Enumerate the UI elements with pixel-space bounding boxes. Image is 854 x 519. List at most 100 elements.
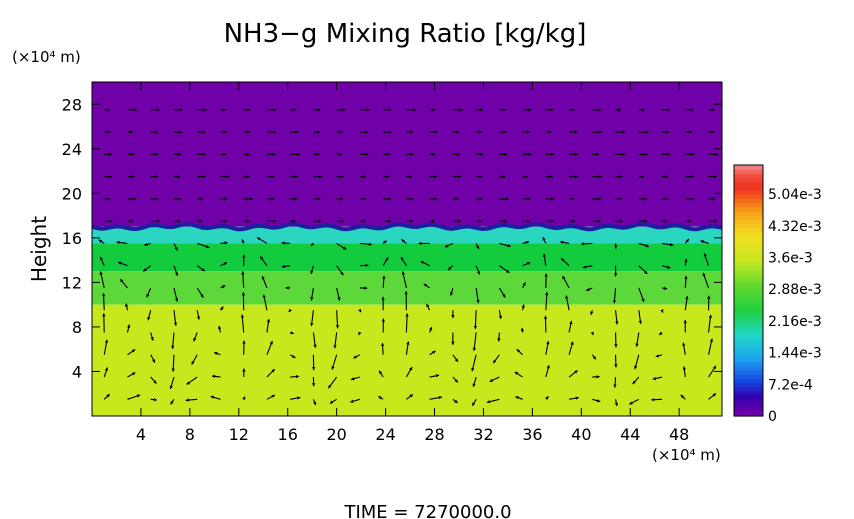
wind-vector-head (350, 399, 354, 403)
y-tick-label: 12 (62, 273, 82, 292)
wind-vector-head (435, 374, 440, 378)
wind-vector-head (418, 241, 422, 246)
wind-vector-head (205, 244, 210, 249)
wind-vector-head (663, 286, 668, 290)
wind-vector-head (660, 309, 664, 313)
wind-vector-head (586, 287, 590, 291)
wind-vector-head (186, 381, 191, 385)
wind-vector-head (542, 237, 546, 241)
wind-vector-head (456, 152, 460, 157)
wind-vector-head (171, 345, 175, 349)
colorbar-step (734, 403, 763, 409)
wind-vector-head (117, 261, 122, 265)
wind-vector-head (545, 396, 549, 400)
x-tick-label: 16 (278, 425, 298, 444)
wind-vector-head (290, 331, 294, 335)
wind-vector-head (257, 237, 261, 241)
wind-vector-head (454, 358, 458, 362)
wind-vector-head (590, 311, 594, 315)
wind-vector-head (317, 108, 321, 112)
wind-vector-head (503, 130, 507, 134)
wind-vector-head (293, 108, 297, 112)
wind-vector-head (203, 108, 207, 112)
wind-vector-head (570, 341, 574, 345)
colorbar-tick-label: 2.88e-3 (768, 282, 822, 298)
x-tick-label: 12 (229, 425, 249, 444)
wind-vector-head (174, 298, 179, 302)
wind-vector-head (434, 130, 438, 134)
wind-vector-head (438, 395, 443, 400)
wind-vector-head (226, 174, 230, 179)
colorbar-step (734, 286, 763, 292)
wind-vector-head (574, 130, 578, 134)
wind-vector (473, 332, 477, 352)
wind-vector-head (590, 331, 594, 336)
wind-vector-head (196, 316, 201, 320)
wind-vector-head (342, 246, 347, 250)
wind-vector-head (622, 130, 626, 134)
wind-vector-head (502, 294, 506, 298)
wind-vector-head (515, 396, 519, 400)
wind-vector-head (526, 262, 531, 266)
wind-vector-head (447, 266, 452, 271)
colorbar-step (734, 257, 763, 262)
wind-vector-head (387, 219, 392, 223)
wind-vector-head (713, 174, 717, 179)
wind-vector-head (401, 271, 406, 275)
cloud-top-boundary (91, 221, 723, 232)
y-tick-label: 4 (72, 362, 82, 381)
wind-vector-head (459, 108, 463, 112)
colorbar-step (734, 307, 763, 313)
wind-vector-head (429, 327, 433, 331)
colorbar-step (734, 240, 763, 246)
wind-vector-head (401, 239, 405, 243)
wind-vector-head (551, 152, 555, 157)
colorbar-step (734, 303, 763, 308)
colorbar-step (734, 169, 763, 174)
wind-vector-head (191, 361, 195, 365)
wind-vector-head (643, 270, 648, 274)
wind-vector-head (684, 275, 688, 280)
wind-vector-head (241, 239, 245, 243)
layer-cloud-top (92, 226, 722, 244)
wind-vector-head (458, 174, 462, 179)
wind-vector-head (712, 365, 716, 370)
wind-vector-head (497, 338, 501, 342)
wind-vector-head (311, 242, 315, 246)
layer-mixed (92, 271, 722, 305)
colorbar-step (734, 244, 763, 250)
wind-vector-head (405, 313, 409, 317)
wind-vector-head (476, 271, 481, 275)
x-tick-label: 28 (424, 425, 444, 444)
wind-vector-head (683, 320, 687, 324)
wind-vector-head (108, 152, 112, 157)
wind-vector-head (712, 393, 717, 397)
wind-vector-head (617, 108, 621, 112)
plot-frame (91, 81, 723, 417)
wind-vector-head (502, 174, 506, 179)
colorbar-step (734, 231, 763, 237)
wind-vector-head (310, 270, 314, 275)
wind-vector-head (178, 152, 182, 157)
wind-vector-head (273, 219, 277, 223)
wind-vector-head (144, 242, 148, 247)
colorbar-step (734, 374, 763, 379)
wind-vector-head (574, 370, 578, 374)
wind-vector-head (220, 306, 224, 311)
wind-vector-head (528, 152, 532, 157)
colorbar-step (734, 223, 763, 229)
wind-vector-head (316, 152, 320, 157)
wind-vector-head (410, 130, 414, 134)
wind-vector-head (109, 219, 113, 223)
wind-vector-head (340, 271, 344, 276)
wind-vector-head (318, 219, 322, 223)
wind-vector-head (629, 401, 633, 405)
wind-vector-head (269, 340, 273, 345)
wind-vector-head (310, 322, 314, 327)
wind-vector-head (665, 130, 669, 134)
colorbar-step (734, 365, 763, 371)
wind-vector-head (571, 108, 575, 112)
wind-vector-head (641, 174, 645, 179)
wind-vector-head (382, 275, 386, 279)
wind-vector-head (155, 130, 159, 134)
